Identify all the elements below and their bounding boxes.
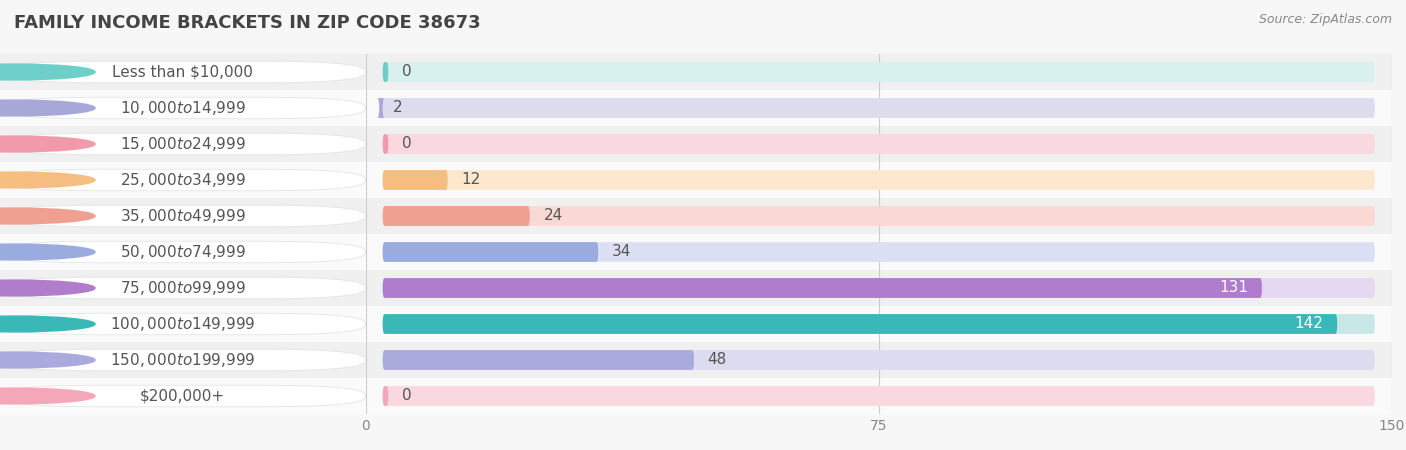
FancyBboxPatch shape: [382, 242, 598, 262]
FancyBboxPatch shape: [0, 97, 366, 119]
Circle shape: [0, 100, 96, 116]
Bar: [366, 306, 1392, 342]
Text: $25,000 to $34,999: $25,000 to $34,999: [120, 171, 246, 189]
FancyBboxPatch shape: [382, 62, 1375, 82]
FancyBboxPatch shape: [0, 313, 366, 335]
Text: FAMILY INCOME BRACKETS IN ZIP CODE 38673: FAMILY INCOME BRACKETS IN ZIP CODE 38673: [14, 14, 481, 32]
Circle shape: [0, 64, 96, 80]
FancyBboxPatch shape: [382, 98, 1375, 118]
FancyBboxPatch shape: [0, 342, 366, 378]
FancyBboxPatch shape: [382, 170, 447, 190]
Text: $150,000 to $199,999: $150,000 to $199,999: [110, 351, 256, 369]
Text: $200,000+: $200,000+: [141, 388, 225, 404]
FancyBboxPatch shape: [0, 234, 366, 270]
Text: Source: ZipAtlas.com: Source: ZipAtlas.com: [1258, 14, 1392, 27]
FancyBboxPatch shape: [382, 314, 1337, 334]
FancyBboxPatch shape: [0, 169, 366, 191]
Text: 48: 48: [707, 352, 727, 368]
FancyBboxPatch shape: [382, 206, 1375, 226]
Bar: [366, 90, 1392, 126]
FancyBboxPatch shape: [0, 198, 366, 234]
Text: 0: 0: [402, 136, 412, 152]
Circle shape: [0, 388, 96, 404]
FancyBboxPatch shape: [382, 134, 1375, 154]
Bar: [366, 234, 1392, 270]
Text: $75,000 to $99,999: $75,000 to $99,999: [120, 279, 246, 297]
FancyBboxPatch shape: [0, 61, 366, 83]
FancyBboxPatch shape: [382, 314, 1375, 334]
Text: 0: 0: [402, 388, 412, 404]
Circle shape: [0, 208, 96, 224]
FancyBboxPatch shape: [0, 133, 366, 155]
Text: $10,000 to $14,999: $10,000 to $14,999: [120, 99, 246, 117]
Text: 2: 2: [392, 100, 402, 116]
FancyBboxPatch shape: [0, 126, 366, 162]
FancyBboxPatch shape: [0, 205, 366, 227]
Bar: [366, 54, 1392, 90]
Circle shape: [0, 136, 96, 152]
FancyBboxPatch shape: [0, 385, 366, 407]
Bar: [366, 378, 1392, 414]
Text: 24: 24: [544, 208, 562, 224]
Text: $15,000 to $24,999: $15,000 to $24,999: [120, 135, 246, 153]
Bar: [366, 198, 1392, 234]
Bar: [366, 162, 1392, 198]
Bar: [366, 342, 1392, 378]
FancyBboxPatch shape: [382, 206, 530, 226]
FancyBboxPatch shape: [382, 278, 1375, 298]
FancyBboxPatch shape: [377, 98, 385, 118]
Bar: [366, 270, 1392, 306]
Text: 12: 12: [461, 172, 481, 188]
FancyBboxPatch shape: [0, 90, 366, 126]
Bar: [366, 126, 1392, 162]
FancyBboxPatch shape: [0, 241, 366, 263]
Circle shape: [0, 172, 96, 188]
Text: $35,000 to $49,999: $35,000 to $49,999: [120, 207, 246, 225]
FancyBboxPatch shape: [0, 54, 366, 90]
Text: 34: 34: [612, 244, 631, 260]
Text: 131: 131: [1219, 280, 1249, 296]
FancyBboxPatch shape: [382, 278, 1263, 298]
FancyBboxPatch shape: [382, 242, 1375, 262]
FancyBboxPatch shape: [382, 386, 388, 406]
FancyBboxPatch shape: [382, 350, 1375, 370]
Circle shape: [0, 244, 96, 260]
FancyBboxPatch shape: [0, 270, 366, 306]
Text: Less than $10,000: Less than $10,000: [112, 64, 253, 80]
FancyBboxPatch shape: [0, 378, 366, 414]
FancyBboxPatch shape: [0, 349, 366, 371]
Circle shape: [0, 280, 96, 296]
FancyBboxPatch shape: [382, 62, 388, 82]
FancyBboxPatch shape: [382, 134, 388, 154]
FancyBboxPatch shape: [0, 306, 366, 342]
Circle shape: [0, 316, 96, 332]
Text: 0: 0: [402, 64, 412, 80]
FancyBboxPatch shape: [382, 350, 695, 370]
Text: $50,000 to $74,999: $50,000 to $74,999: [120, 243, 246, 261]
FancyBboxPatch shape: [382, 386, 1375, 406]
FancyBboxPatch shape: [382, 170, 1375, 190]
Text: $100,000 to $149,999: $100,000 to $149,999: [110, 315, 256, 333]
Circle shape: [0, 352, 96, 368]
Text: 142: 142: [1295, 316, 1323, 332]
FancyBboxPatch shape: [0, 162, 366, 198]
FancyBboxPatch shape: [0, 277, 366, 299]
